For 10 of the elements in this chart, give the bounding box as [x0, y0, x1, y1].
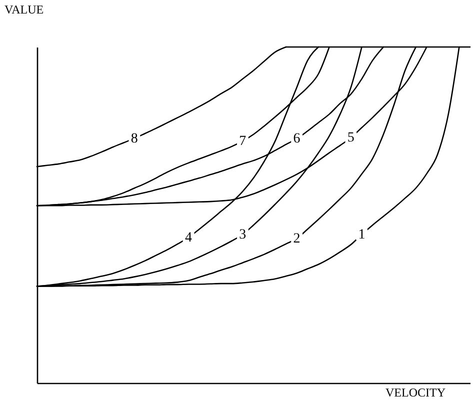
series-label: 8: [130, 131, 138, 146]
series-label: 2: [293, 232, 300, 247]
series-label: 1: [358, 227, 366, 242]
y-axis-title: VALUE: [4, 2, 44, 16]
x-axis-title: VELOCITY: [386, 386, 446, 400]
series-label: 3: [239, 227, 246, 242]
series-label: 5: [347, 130, 354, 146]
series-label: 7: [239, 134, 246, 150]
series-label: 6: [293, 132, 300, 147]
series-label: 4: [185, 230, 192, 246]
